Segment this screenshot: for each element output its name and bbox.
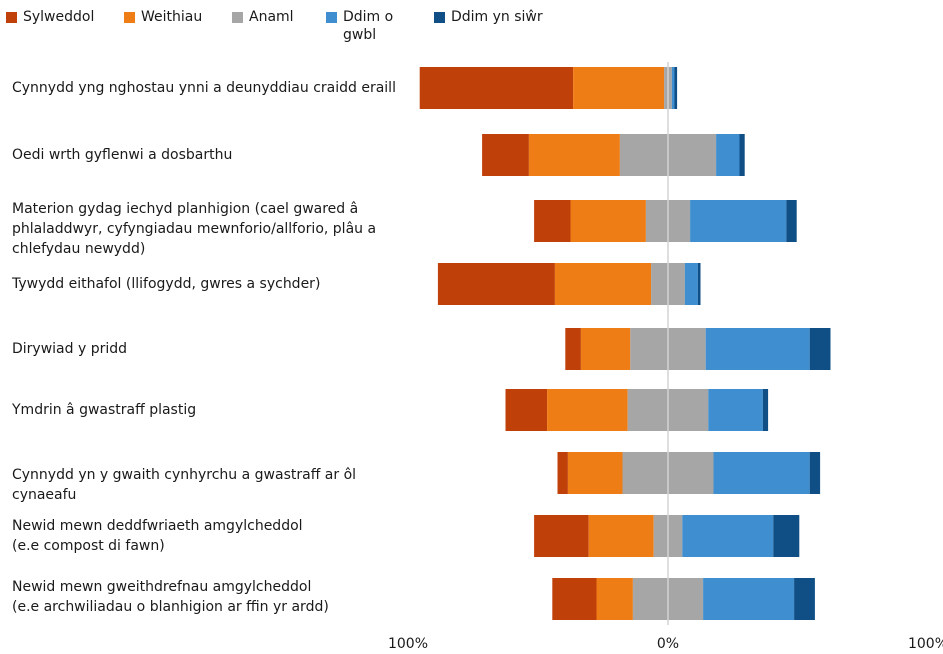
category-label-plant-health: Materion gydag iechyd planhigion (cael g… [12,201,377,257]
bar-ddim-o-gwbl-row-5 [705,328,810,370]
bar-sylweddol-row-8 [534,515,589,557]
category-label-plastic-waste: Ymdrin â gwastraff plastig [12,402,197,418]
bar-weithiau-row-8 [588,515,654,557]
bar-sylweddol-row-6 [505,389,548,431]
bar-weithiau-row-3 [570,200,646,242]
legend-label-weithiau: Weithiau [141,9,203,25]
category-label-energy-costs: Cynnydd yng nghostau ynni a deunyddiau c… [12,80,396,96]
bar-ddim-o-gwbl-row-1 [671,67,675,109]
bar-sylweddol-row-5 [565,328,581,370]
category-labels: Cynnydd yng nghostau ynni a deunyddiau c… [12,0,397,654]
bar-sylweddol-row-1 [419,67,574,109]
bar-weithiau-row-2 [528,134,620,176]
x-tick-center: 0% [657,636,679,652]
bar-weithiau-row-5 [580,328,631,370]
legend-label-ddim-yn-siwr: Ddim yn siŵr [451,9,543,25]
bar-ddim-o-gwbl-row-7 [713,452,810,494]
category-label-extreme-weather: Tywydd eithafol (llifogydd, gwres a sych… [12,276,321,292]
bar-sylweddol-row-3 [534,200,571,242]
bar-ddim-yn-si-r-row-2 [739,134,745,176]
bar-ddim-yn-si-r-row-3 [786,200,797,242]
bar-sylweddol-row-4 [437,263,555,305]
legend-swatch-weithiau [124,12,135,23]
bar-sylweddol-row-9 [552,578,597,620]
bar-ddim-yn-si-r-row-5 [809,328,831,370]
bar-ddim-yn-si-r-row-8 [773,515,800,557]
bar-ddim-o-gwbl-row-9 [703,578,795,620]
bar-weithiau-row-7 [567,452,623,494]
x-tick-right: 100% [908,636,943,652]
legend-label-sylweddol: Sylweddol [23,9,95,25]
x-tick-left: 100% [388,636,428,652]
bar-weithiau-row-9 [596,578,633,620]
bar-ddim-o-gwbl-row-2 [716,134,740,176]
bar-ddim-o-gwbl-row-8 [682,515,774,557]
bar-ddim-yn-si-r-row-1 [674,67,678,109]
bar-weithiau-row-6 [547,389,628,431]
category-label-soil-degradation: Dirywiad y pridd [12,341,128,357]
chart-legend: Sylweddol Weithiau Anaml Ddim o gwbl Ddi… [6,8,606,48]
bars-group [419,67,831,620]
bar-sylweddol-row-7 [557,452,568,494]
legend-swatch-anaml [232,12,243,23]
category-label-supply-delays: Oedi wrth gyflenwi a dosbarthu [12,147,233,163]
bar-ddim-yn-si-r-row-6 [762,389,769,431]
bar-weithiau-row-4 [554,263,652,305]
bar-ddim-o-gwbl-row-4 [684,263,698,305]
bar-weithiau-row-1 [573,67,665,109]
legend-swatch-ddim-yn-siwr [434,12,445,23]
bar-ddim-yn-si-r-row-4 [697,263,701,305]
bar-ddim-o-gwbl-row-3 [690,200,787,242]
bar-ddim-o-gwbl-row-6 [708,389,763,431]
legend-label-ddim-o-gwbl: Ddim o gwbl [343,9,394,43]
category-label-env-procedures: Newid mewn gweithdrefnau amgylcheddol (e… [12,579,329,615]
bar-ddim-yn-si-r-row-9 [794,578,815,620]
legend-label-anaml: Anaml [249,9,294,25]
category-label-post-harvest: Cynnydd yn y gwaith cynhyrchu a gwastraf… [12,467,357,503]
bar-sylweddol-row-2 [482,134,529,176]
legend-swatch-ddim-o-gwbl [326,12,337,23]
legend-swatch-sylweddol [6,12,17,23]
bar-ddim-yn-si-r-row-7 [809,452,821,494]
category-label-env-legislation: Newid mewn deddfwriaeth amgylcheddol (e.… [12,518,303,554]
